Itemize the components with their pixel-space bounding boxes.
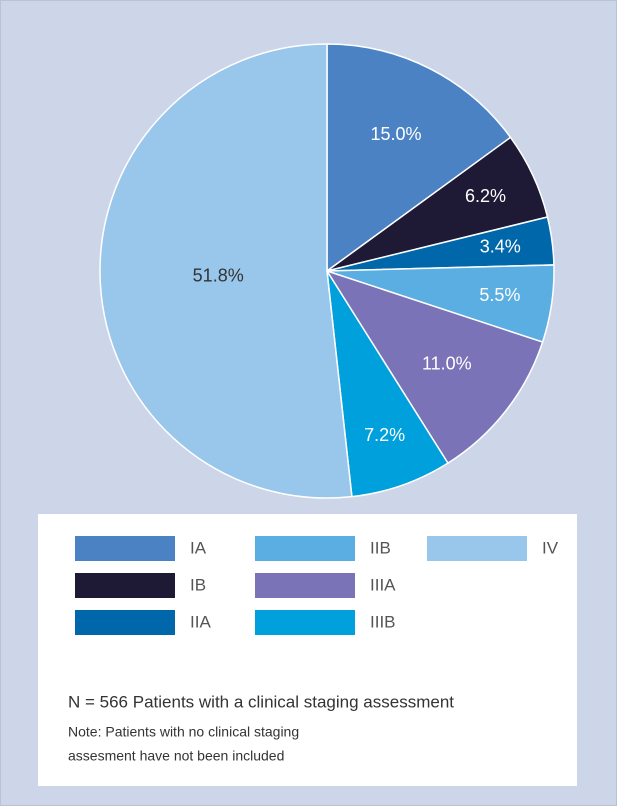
pie-slice (326, 43, 512, 273)
pie-slice (326, 270, 449, 498)
note: Note: Patients with no clinical staging (68, 724, 299, 740)
legend-label: IB (190, 575, 206, 594)
legend-swatch (75, 610, 175, 635)
data-label: 6.2% (465, 186, 506, 206)
note: assesment have not been included (68, 748, 284, 764)
legend-swatch (255, 536, 355, 561)
legend-swatch (427, 536, 527, 561)
legend-swatch (75, 573, 175, 598)
legend-swatch (255, 610, 355, 635)
legend-label: IIIA (370, 575, 396, 594)
legend-label: IIB (370, 538, 391, 557)
legend-label: IIA (190, 612, 211, 631)
data-label: 5.5% (479, 285, 520, 305)
legend-swatch (75, 536, 175, 561)
data-label: 7.2% (364, 425, 405, 445)
legend-swatch (255, 573, 355, 598)
pie-slice (325, 269, 544, 465)
legend-label: IA (190, 538, 207, 557)
data-label: 11.0% (422, 353, 472, 373)
legend-label: IIIB (370, 612, 396, 631)
pie-slice (99, 43, 353, 499)
footnote: N = 566 Patients with a clinical staging… (68, 692, 454, 711)
data-label: 51.8% (193, 266, 244, 286)
legend-label: IV (542, 538, 559, 557)
data-label: 3.4% (480, 237, 521, 257)
data-label: 15.0% (370, 124, 421, 144)
